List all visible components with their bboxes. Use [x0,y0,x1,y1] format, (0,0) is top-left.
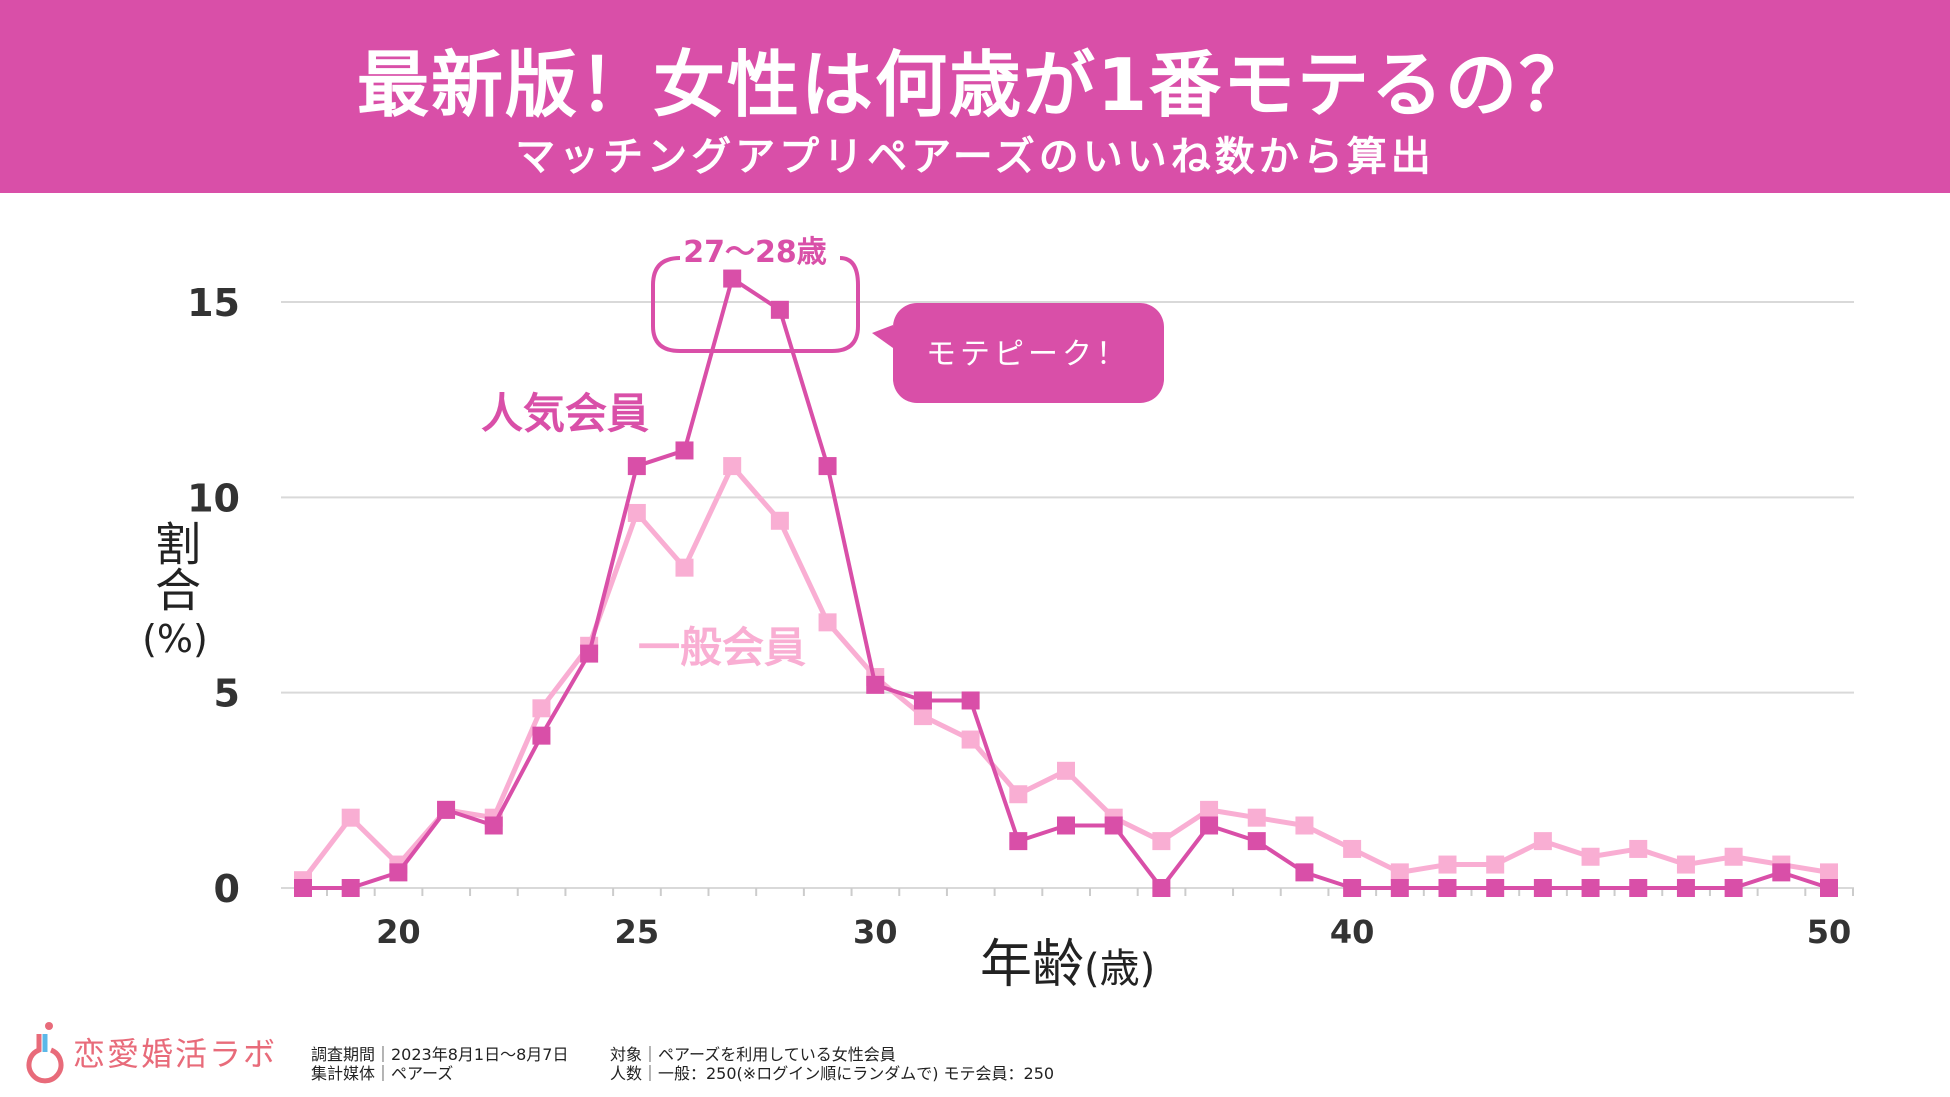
data-point [770,300,789,319]
y-axis-unit: (%) [142,617,208,661]
logo-text: 恋愛婚活ラボ [73,1035,278,1073]
page-subtitle: マッチングアプリペアーズのいいね数から算出 [515,134,1435,180]
data-point [913,707,932,726]
data-point [723,457,742,476]
data-point [1581,847,1600,866]
data-point [1486,879,1505,897]
data-point [532,699,551,718]
callout-bubble: モテピーク！ [872,303,1164,403]
data-point [1104,816,1123,835]
data-point [1676,879,1695,897]
data-point [1581,879,1600,897]
data-point [389,863,408,882]
x-tick-label: 25 [615,913,660,951]
header-banner: 最新版！女性は何歳が1番モテるの？ マッチングアプリペアーズのいいね数から算出 [0,0,1950,193]
data-point [1152,832,1171,851]
peak-bracket: 27〜28歳 [651,235,860,353]
data-point [913,691,932,710]
data-point [866,675,885,694]
data-point [1295,816,1314,835]
x-axis-unit: (歳) [1084,946,1156,992]
data-point [1533,879,1552,897]
data-point [1820,879,1838,897]
data-point [437,800,456,819]
x-tick-label: 50 [1807,913,1852,951]
data-point [1200,800,1219,819]
popular-series-label: 人気会員 [481,389,649,438]
y-axis-label: 割合 [148,520,202,612]
data-point [675,558,694,577]
data-point [532,726,551,745]
footer-col-2: 対象｜ペアーズを利用している女性会員 人数｜一般：250(※ログイン順にランダム… [610,1045,1054,1083]
y-tick-label: 15 [187,281,240,325]
data-point [294,879,312,897]
x-axis-title: 年齢(歳) [980,922,1155,997]
data-point [1152,879,1171,897]
data-point [341,808,360,827]
data-point [961,691,980,710]
data-point [818,457,837,476]
data-point [1772,863,1791,882]
page-title: 最新版！女性は何歳が1番モテるの？ [356,43,1594,127]
data-point [1438,855,1457,874]
data-point [1676,855,1695,874]
data-point [1247,808,1266,827]
data-point [1057,816,1075,835]
data-point [1724,847,1743,866]
data-point [1438,879,1457,897]
data-point [1629,839,1648,858]
callout-text: モテピーク！ [926,337,1130,372]
y-axis-title: 割合 (%) [140,520,210,666]
data-point [341,879,360,897]
peak-range-label: 27〜28歳 [683,235,827,270]
data-point [580,644,599,663]
x-tick-label: 40 [1330,913,1375,951]
data-point [1057,761,1075,780]
y-tick-label: 5 [214,672,240,716]
data-point [1820,863,1838,882]
survey-media: 集計媒体｜ペアーズ [311,1064,454,1083]
data-point [1009,832,1028,851]
data-point [770,511,789,530]
x-tick-label: 20 [376,913,421,951]
data-point [1009,785,1028,804]
data-point [961,730,980,749]
data-point [1390,863,1409,882]
x-tick-label: 30 [853,913,898,951]
general-series-label: 一般会員 [638,623,806,672]
y-tick-label: 10 [187,476,240,520]
data-point [1200,816,1219,835]
data-point [1247,832,1266,851]
series-popular [294,269,1838,897]
data-point [818,613,837,632]
survey-period: 調査期間｜2023年8月1日〜8月7日 [311,1045,569,1064]
data-point [627,503,646,522]
data-point [484,816,503,835]
data-point [723,269,742,288]
data-point [1724,879,1743,897]
data-point [1295,863,1314,882]
data-point [675,441,694,460]
data-point [1343,879,1362,897]
data-point [627,457,646,476]
data-point [1629,879,1648,897]
y-tick-label: 0 [214,867,240,911]
data-point [1390,879,1409,897]
brand-logo: 恋愛婚活ラボ [25,1020,277,1084]
survey-sample: 人数｜一般：250(※ログイン順にランダムで) モテ会員：250 [610,1064,1055,1083]
data-point [1343,839,1362,858]
data-point [1486,855,1505,874]
footer-col-1: 調査期間｜2023年8月1日〜8月7日 集計媒体｜ペアーズ [311,1045,568,1083]
survey-target: 対象｜ペアーズを利用している女性会員 [610,1045,896,1064]
x-axis-label: 年齢 [980,935,1085,995]
data-point [1533,832,1552,851]
flask-heart-icon [26,1022,64,1084]
